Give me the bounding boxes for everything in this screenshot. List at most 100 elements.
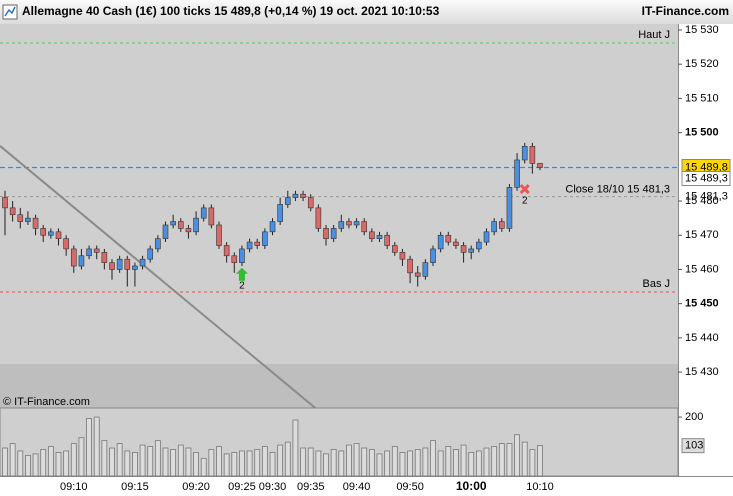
app-icon-line <box>4 6 16 17</box>
y-tick-label: 15 510 <box>685 92 719 104</box>
candle-body <box>262 231 268 246</box>
x-tick-label: 09:40 <box>343 481 371 493</box>
volume-last-box <box>681 438 705 454</box>
candle-body <box>338 221 345 229</box>
candle-body <box>177 221 184 229</box>
x-tick-label: 09:30 <box>259 481 287 493</box>
volume-bar <box>437 450 444 477</box>
volume-bar <box>101 440 108 477</box>
candle-body <box>361 221 368 233</box>
y-tick-label: 15 500 <box>685 127 719 139</box>
volume-bar <box>55 452 62 477</box>
candle-body <box>170 221 176 226</box>
title-bar <box>0 0 733 24</box>
volume-bar <box>185 447 192 477</box>
candle-body <box>101 252 108 263</box>
candle-body <box>529 145 536 164</box>
volume-bar <box>261 446 268 477</box>
candle-body <box>407 258 413 274</box>
volume-bar <box>162 447 169 477</box>
y-tick-label: 15 470 <box>685 229 719 241</box>
volume-bar <box>17 450 24 477</box>
candle-body <box>483 231 490 243</box>
y-tick-label: 15 530 <box>685 24 719 36</box>
volume-bar <box>170 449 177 477</box>
volume-tick-label: 200 <box>685 411 703 423</box>
candle-body <box>353 221 360 226</box>
volume-bar <box>208 449 215 477</box>
candle-body <box>162 224 169 239</box>
y-tick-label: 15 440 <box>685 332 719 344</box>
volume-bar <box>537 445 543 477</box>
volume-bar <box>384 450 391 477</box>
volume-bar <box>391 446 398 477</box>
volume-bar <box>223 453 230 477</box>
chart-title: Allemagne 40 Cash (1€) 100 ticks 15 489,… <box>22 4 440 18</box>
candle-body <box>437 234 444 250</box>
candle-body <box>269 221 276 233</box>
y-tick-label: 15 450 <box>685 298 719 310</box>
candle-body <box>32 217 39 229</box>
volume-bar <box>93 416 100 477</box>
candle-body <box>40 228 47 236</box>
candle-body <box>323 228 329 239</box>
price-label: 15 481,3 <box>685 190 728 202</box>
volume-bar <box>422 447 429 477</box>
candle-body <box>116 258 123 270</box>
candle-body <box>307 197 314 209</box>
volume-bar <box>40 449 47 477</box>
candle-body <box>506 187 513 229</box>
candle-body <box>498 221 505 229</box>
volume-bar <box>246 450 253 477</box>
volume-bar <box>231 452 238 477</box>
volume-bar <box>300 447 306 477</box>
volume-bar <box>25 454 31 477</box>
volume-bar <box>376 453 383 477</box>
volume-bar <box>491 446 498 477</box>
candle-body <box>346 221 352 226</box>
volume-bar <box>506 443 513 477</box>
candle-body <box>399 252 406 260</box>
y-tick-label: 15 430 <box>685 366 719 378</box>
level-label: Close 18/10 15 481,3 <box>565 183 670 195</box>
level-label: Haut J <box>638 29 670 41</box>
x-tick-label: 09:20 <box>182 481 210 493</box>
candle-body <box>384 234 390 246</box>
candle-body <box>468 248 475 253</box>
candle-body <box>284 197 291 205</box>
volume-bar <box>346 444 352 477</box>
volume-bar <box>78 437 85 477</box>
watermark: © IT-Finance.com <box>3 396 90 408</box>
candle-body <box>277 204 283 222</box>
volume-bar <box>139 444 146 477</box>
candle-body <box>414 272 421 277</box>
candle-body <box>254 241 261 246</box>
volume-bar <box>32 453 39 477</box>
x-tick-label: 09:25 <box>228 481 256 493</box>
source: IT-Finance.com <box>642 4 729 18</box>
candle-body <box>453 241 459 246</box>
plot-area <box>0 24 678 408</box>
candle-body <box>155 238 161 250</box>
candle-body <box>93 248 100 253</box>
candle-body <box>70 248 77 267</box>
candle-body <box>78 255 85 267</box>
candle-body <box>200 207 207 219</box>
price-axis <box>678 24 733 476</box>
candle-body <box>86 248 92 257</box>
candle-body <box>330 228 337 239</box>
candle-body <box>124 258 131 270</box>
volume-last-label: 103 <box>685 440 703 452</box>
candle-body <box>239 248 245 263</box>
candle-body <box>109 262 115 270</box>
volume-bar <box>277 444 284 477</box>
candle-body <box>430 248 436 263</box>
buy-signal <box>235 267 248 281</box>
candle-body <box>422 262 429 277</box>
x-tick-label: 10:00 <box>456 479 487 493</box>
volume-bar <box>468 452 475 477</box>
signal-label: 2 <box>239 280 245 291</box>
volume-bar <box>323 453 329 477</box>
volume-bar <box>292 419 299 477</box>
